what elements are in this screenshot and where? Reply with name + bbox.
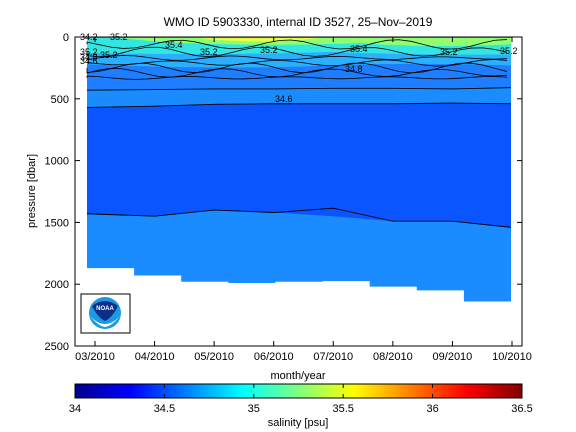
- colorbar-label: salinity [psu]: [268, 417, 329, 429]
- contour-label: 35.2: [440, 47, 458, 57]
- x-tick-label: 07/2010: [313, 351, 353, 363]
- y-tick-label: 1000: [45, 156, 69, 168]
- x-tick-label: 05/2010: [194, 351, 234, 363]
- svg-text:NOAA: NOAA: [96, 306, 114, 312]
- field-deep-layer: [87, 103, 511, 228]
- contour-label: 35.2: [80, 47, 98, 57]
- x-tick-label: 08/2010: [373, 351, 413, 363]
- field-surface-band-4: [200, 38, 320, 42]
- x-tick-label: 09/2010: [433, 351, 473, 363]
- noaa-logo: NOAA: [80, 293, 131, 334]
- contour-label: 35.2: [200, 47, 218, 57]
- contour-label: 34.2: [80, 32, 98, 42]
- colorbar-tick-label: 34.5: [154, 403, 175, 415]
- x-tick-label: 04/2010: [135, 351, 175, 363]
- contour-line: [86, 102, 512, 108]
- colorbar-tick-label: 34: [69, 403, 81, 415]
- y-axis: 0 500 1000 1500 2000 2500: [45, 32, 522, 353]
- colorbar: 34 34.5 35 35.5 36 36.5 salinity [psu]: [69, 383, 533, 429]
- contour-line: [86, 207, 512, 228]
- x-tick-label: 10/2010: [492, 351, 532, 363]
- y-tick-label: 2000: [45, 279, 69, 291]
- contour-label: 35.2: [110, 32, 128, 42]
- contour-labels: 34.2 35.235.435.234.834.635.2 35.2 35.4 35.2…: [80, 32, 518, 104]
- contour-label: 35.4: [165, 40, 183, 50]
- contour-label: 35.2: [100, 50, 118, 60]
- colorbar-tick-label: 35.5: [332, 403, 353, 415]
- y-tick-label: 2500: [45, 341, 69, 353]
- contour-line: [86, 68, 508, 78]
- contour-label: 35.2: [260, 45, 278, 55]
- y-tick-label: 1500: [45, 217, 69, 229]
- contour-line: [86, 55, 508, 61]
- y-tick-label: 0: [63, 32, 69, 44]
- contour-label: 34.6: [80, 56, 98, 66]
- x-tick-label: 06/2010: [254, 351, 294, 363]
- contour-line: [86, 87, 512, 91]
- salinity-field: [87, 37, 511, 309]
- y-tick-label: 500: [51, 94, 69, 106]
- colorbar-tick-label: 36: [426, 403, 438, 415]
- chart-title: WMO ID 5903330, internal ID 3527, 25–Nov…: [164, 15, 433, 29]
- contour-label: 34.8: [80, 52, 98, 62]
- x-axis-label: month/year: [270, 370, 325, 382]
- contour-lines: [86, 39, 512, 228]
- x-tick-label: 03/2010: [75, 351, 115, 363]
- colorbar-tick-label: 36.5: [511, 403, 532, 415]
- colorbar-tick-label: 35: [248, 403, 260, 415]
- contour-label: 35.2: [500, 46, 518, 56]
- contour-line: [86, 46, 508, 58]
- contour-label: 34.6: [275, 94, 293, 104]
- contour-label: 34.8: [345, 64, 363, 74]
- contour-label: 35.4: [350, 44, 368, 54]
- contour-line: [86, 75, 508, 80]
- x-axis: 03/2010 04/2010 05/2010 06/2010 07/2010 08/20…: [75, 37, 532, 363]
- y-axis-label: pressure [dbar]: [26, 154, 38, 228]
- contour-line: [86, 59, 508, 67]
- contour-line: [86, 39, 508, 50]
